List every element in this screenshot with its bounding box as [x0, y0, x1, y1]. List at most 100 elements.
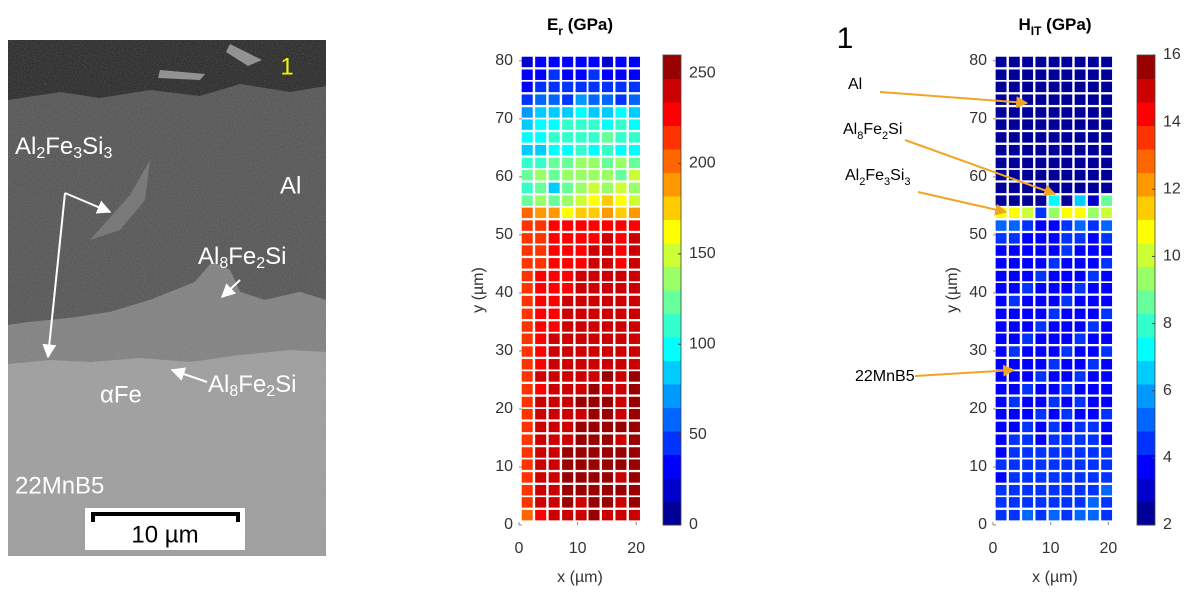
cell [1035, 119, 1047, 130]
cell [548, 421, 560, 433]
annotation-part: Al [843, 121, 857, 138]
cell [1061, 346, 1073, 357]
cell [588, 359, 600, 370]
arrow [42, 192, 66, 359]
cell [1101, 56, 1113, 68]
cell [548, 207, 560, 219]
cell [615, 371, 627, 382]
cell [1008, 371, 1020, 382]
cell [1101, 182, 1113, 194]
cell [548, 459, 560, 470]
colorbar-step [663, 78, 681, 103]
cell [615, 383, 627, 395]
colorbar-tick-label: 12 [1163, 181, 1181, 198]
cell [1061, 396, 1073, 408]
colorbar-step [663, 431, 681, 455]
cell [1074, 434, 1086, 445]
cell [535, 56, 547, 68]
cell [615, 447, 627, 458]
x-tick-label: 20 [1099, 540, 1117, 557]
cell [628, 459, 640, 470]
colorbar-step [663, 501, 681, 526]
cell [1061, 447, 1073, 458]
cell [548, 182, 560, 194]
cell [1074, 333, 1086, 344]
cell [1074, 169, 1086, 181]
phase-label-part: Si [82, 133, 103, 160]
cell [628, 144, 640, 156]
annotation-part: Fe [863, 121, 882, 138]
cell [1008, 157, 1020, 169]
cell [588, 333, 600, 344]
cell [1074, 396, 1086, 408]
cell [562, 333, 574, 344]
cell [1048, 447, 1060, 458]
cell [1074, 283, 1086, 294]
cell [615, 119, 627, 130]
cell [1087, 220, 1099, 231]
cell [535, 497, 547, 508]
cell [1074, 144, 1086, 156]
cell [1061, 81, 1073, 93]
cell [1061, 497, 1073, 508]
cell [1035, 69, 1047, 80]
cell [535, 132, 547, 143]
cell [1048, 408, 1060, 420]
cell [628, 346, 640, 357]
cell [1061, 283, 1073, 294]
cell [615, 144, 627, 156]
colorbar-step [663, 149, 681, 173]
cell [1087, 509, 1099, 521]
cell [575, 509, 587, 521]
cell [562, 434, 574, 445]
cell [521, 119, 533, 130]
cell [535, 69, 547, 80]
cell [628, 81, 640, 93]
cell [1101, 258, 1113, 269]
cell [562, 56, 574, 68]
cell [562, 447, 574, 458]
cell [521, 509, 533, 521]
cell [588, 56, 600, 68]
y-axis-label: y (µm) [944, 267, 961, 313]
cell [1101, 484, 1113, 496]
cell [521, 295, 533, 307]
colorbar-step [663, 478, 681, 502]
cell [521, 497, 533, 508]
cell [588, 107, 600, 118]
cell [588, 447, 600, 458]
cell [628, 421, 640, 433]
phase-label-part: Fe [238, 371, 266, 398]
colorbar-tick-label: 200 [689, 155, 716, 172]
cell [1061, 245, 1073, 256]
cell [1008, 169, 1020, 181]
cell [601, 346, 614, 357]
cell [521, 421, 533, 433]
cell [1087, 144, 1099, 156]
cell [1035, 359, 1047, 370]
cell [601, 447, 614, 458]
cell [1048, 308, 1060, 320]
cell [588, 195, 600, 206]
cell [1074, 233, 1086, 244]
cell [1087, 346, 1099, 357]
cell [588, 434, 600, 445]
cell [1048, 107, 1060, 118]
y-tick-label: 60 [495, 168, 513, 185]
cell [601, 195, 614, 206]
cell [588, 144, 600, 156]
cell [535, 81, 547, 93]
scale-bar-label: 10 µm [131, 521, 198, 548]
cell [521, 472, 533, 483]
cell [1008, 69, 1020, 80]
cell [588, 81, 600, 93]
cell [1087, 195, 1099, 206]
cell [1101, 472, 1113, 483]
cell [1061, 220, 1073, 231]
cell [575, 459, 587, 470]
annotation-part: 2 [882, 130, 888, 142]
cell [1074, 497, 1086, 508]
cell [1035, 107, 1047, 118]
cell [562, 295, 574, 307]
cell [1087, 383, 1099, 395]
